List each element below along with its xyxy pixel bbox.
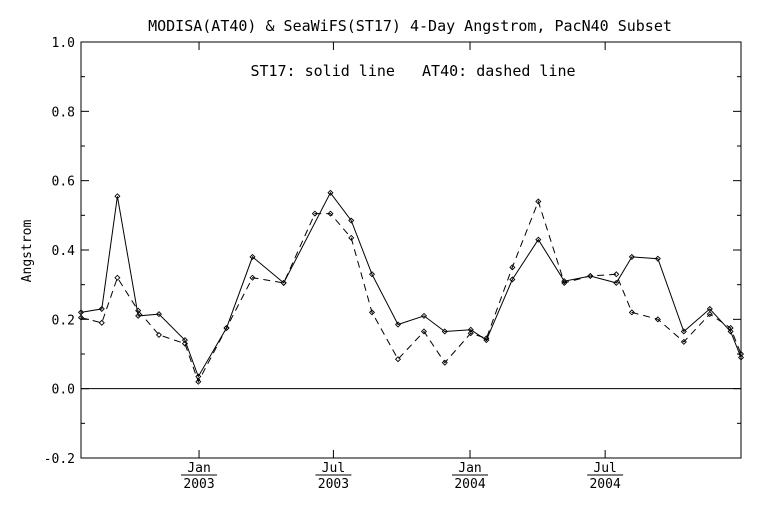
- data-point-st17: [561, 278, 568, 285]
- data-point-st17: [155, 311, 162, 318]
- y-tick-label: 0.8: [52, 105, 75, 120]
- data-point-at40: [654, 316, 661, 323]
- data-point-at40: [628, 309, 635, 316]
- data-point-st17: [420, 312, 428, 319]
- data-point-at40: [535, 198, 542, 205]
- data-point-st17: [368, 271, 376, 278]
- x-tick-year-label: 2003: [318, 477, 349, 492]
- data-point-at40: [561, 279, 568, 286]
- data-point-st17: [135, 312, 142, 319]
- data-point-at40: [98, 319, 105, 326]
- y-tick-label: 0.4: [52, 244, 76, 259]
- data-point-st17: [249, 253, 256, 260]
- data-point-at40: [155, 331, 162, 338]
- x-tick-year-label: 2003: [183, 477, 214, 492]
- data-point-at40: [114, 274, 121, 281]
- x-tick-year-label: 2004: [454, 477, 485, 492]
- data-point-at40: [394, 356, 402, 363]
- data-point-st17: [348, 217, 355, 224]
- data-point-st17: [441, 328, 448, 335]
- data-point-st17: [613, 279, 620, 286]
- y-tick-label: 0.0: [52, 383, 75, 398]
- chart-title: MODISA(AT40) & SeaWiFS(ST17) 4-Day Angst…: [148, 17, 672, 35]
- data-point-st17: [509, 276, 516, 283]
- data-point-at40: [249, 274, 256, 281]
- y-tick-label: 1.0: [52, 36, 75, 51]
- data-point-st17: [727, 328, 734, 335]
- axis-ticks: -0.20.00.20.40.60.81.0Jan2003Jul2003Jan2…: [44, 36, 741, 492]
- data-point-at40: [368, 309, 376, 316]
- data-point-at40: [441, 359, 448, 366]
- data-point-st17: [467, 326, 474, 333]
- plot-frame: [80, 41, 742, 459]
- x-tick-month-label: Jul: [593, 461, 616, 476]
- data-point-at40: [706, 311, 713, 318]
- data-point-at40: [467, 330, 474, 337]
- data-point-at40: [311, 210, 318, 217]
- series-layer: [77, 189, 745, 385]
- data-point-at40: [135, 307, 142, 314]
- data-point-st17: [535, 236, 542, 243]
- data-point-at40: [348, 234, 355, 241]
- data-point-at40: [509, 264, 516, 271]
- x-tick-year-label: 2004: [589, 477, 620, 492]
- data-point-st17: [327, 189, 334, 196]
- x-tick-month-label: Jan: [187, 461, 210, 476]
- data-point-st17: [654, 255, 661, 262]
- series-line-at40: [80, 200, 742, 383]
- data-point-st17: [394, 321, 402, 328]
- y-tick-label: 0.2: [52, 313, 75, 328]
- data-point-st17: [114, 193, 121, 200]
- data-point-st17: [737, 354, 745, 361]
- x-tick-month-label: Jul: [322, 461, 345, 476]
- data-point-at40: [727, 324, 734, 332]
- y-tick-label: 0.6: [52, 175, 75, 190]
- data-point-at40: [587, 272, 594, 280]
- data-point-st17: [181, 337, 188, 344]
- data-point-at40: [420, 328, 428, 335]
- data-point-at40: [680, 338, 687, 345]
- data-point-at40: [195, 378, 202, 385]
- y-axis-label: Angstrom: [20, 220, 35, 283]
- data-point-at40: [181, 340, 188, 347]
- series-style-note: ST17: solid line AT40: dashed line: [250, 62, 575, 80]
- data-point-at40: [737, 350, 745, 358]
- data-point-at40: [327, 210, 334, 217]
- data-point-st17: [628, 253, 635, 260]
- data-point-at40: [223, 324, 230, 332]
- x-tick-month-label: Jan: [458, 461, 481, 476]
- data-point-at40: [77, 314, 85, 321]
- series-line-st17: [80, 191, 742, 378]
- data-point-at40: [280, 279, 287, 286]
- data-point-at40: [483, 335, 490, 342]
- y-tick-label: -0.2: [44, 452, 75, 467]
- data-point-at40: [613, 271, 620, 278]
- data-point-st17: [680, 328, 687, 335]
- data-point-st17: [98, 305, 105, 312]
